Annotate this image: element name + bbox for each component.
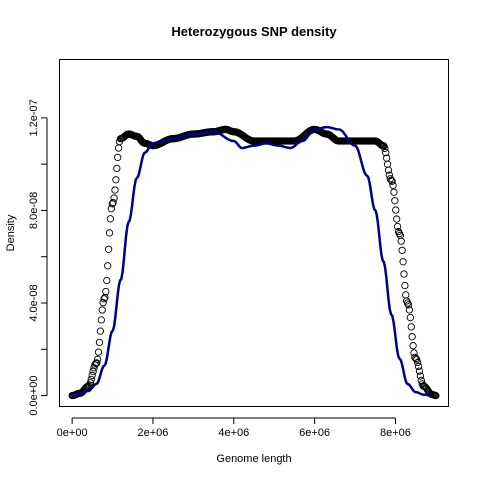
data-point (96, 327, 105, 335)
data-point (88, 371, 96, 380)
density-line-series (71, 125, 432, 397)
data-point (416, 372, 425, 380)
data-point (385, 171, 394, 179)
data-point (89, 367, 97, 376)
data-point (407, 323, 415, 331)
x-tick-label: 4e+06 (218, 427, 249, 439)
data-point (112, 176, 120, 184)
data-point (104, 262, 112, 270)
data-point (99, 299, 107, 307)
data-point (401, 281, 409, 290)
data-point (114, 153, 122, 162)
data-point (113, 164, 121, 173)
data-point (402, 291, 410, 299)
data-point (414, 362, 423, 371)
data-point (395, 229, 404, 238)
data-point (94, 348, 103, 356)
data-point (106, 215, 115, 223)
data-point (93, 359, 101, 367)
x-axis: 0e+00 2e+06 4e+06 6e+06 8e+06 (57, 417, 411, 439)
data-point (413, 358, 422, 367)
data-point (104, 245, 113, 253)
x-axis-label: Genome length (216, 453, 291, 465)
y-tick-label: 0.0e+00 (28, 376, 40, 416)
x-tick-label: 0e+00 (57, 427, 88, 439)
data-point (98, 306, 106, 314)
data-point (383, 160, 392, 168)
y-axis-label: Density (5, 214, 17, 251)
x-tick-label: 2e+06 (138, 427, 169, 439)
data-point (389, 181, 397, 190)
data-point (404, 301, 413, 309)
data-point (408, 332, 416, 341)
data-point (391, 197, 399, 205)
data-point (382, 149, 390, 157)
plot-frame (59, 59, 449, 407)
data-point (415, 367, 424, 375)
data-point (390, 188, 398, 196)
data-point (393, 215, 401, 223)
data-point (103, 276, 111, 285)
data-point (393, 222, 402, 231)
density-points-series (68, 125, 440, 400)
data-point (87, 375, 95, 384)
data-point (91, 361, 99, 369)
data-point (400, 270, 408, 278)
data-point (406, 313, 414, 322)
y-axis: 0.0e+00 4.0e-08 8.0e-08 1.2e-07 (28, 99, 48, 416)
data-point (392, 206, 400, 214)
data-point (417, 376, 425, 385)
data-point (398, 246, 406, 255)
data-point (114, 144, 123, 152)
data-point (97, 316, 105, 324)
y-tick-label: 4.0e-08 (28, 284, 40, 321)
data-point (432, 391, 440, 400)
data-point (388, 177, 396, 185)
data-point (110, 194, 118, 202)
data-point (387, 176, 395, 184)
data-point (399, 258, 407, 266)
x-tick-label: 8e+06 (380, 427, 411, 439)
data-point (384, 166, 393, 174)
data-point (396, 231, 404, 239)
data-point (111, 186, 119, 194)
data-point (405, 306, 414, 314)
data-point (95, 338, 104, 347)
y-tick-label: 1.2e-07 (28, 99, 40, 136)
chart-title: Heterozygous SNP density (171, 24, 337, 39)
data-point (102, 287, 110, 296)
data-point (94, 355, 102, 363)
data-point (397, 237, 405, 245)
data-point (92, 359, 100, 368)
data-point (409, 342, 417, 350)
data-point (105, 229, 114, 237)
y-tick-label: 8.0e-08 (28, 192, 40, 229)
x-tick-label: 6e+06 (299, 427, 330, 439)
series-layer (68, 125, 440, 400)
data-point (100, 295, 108, 303)
data-point (109, 198, 117, 207)
data-point (412, 354, 420, 363)
data-point (381, 144, 389, 153)
data-point (86, 379, 95, 387)
